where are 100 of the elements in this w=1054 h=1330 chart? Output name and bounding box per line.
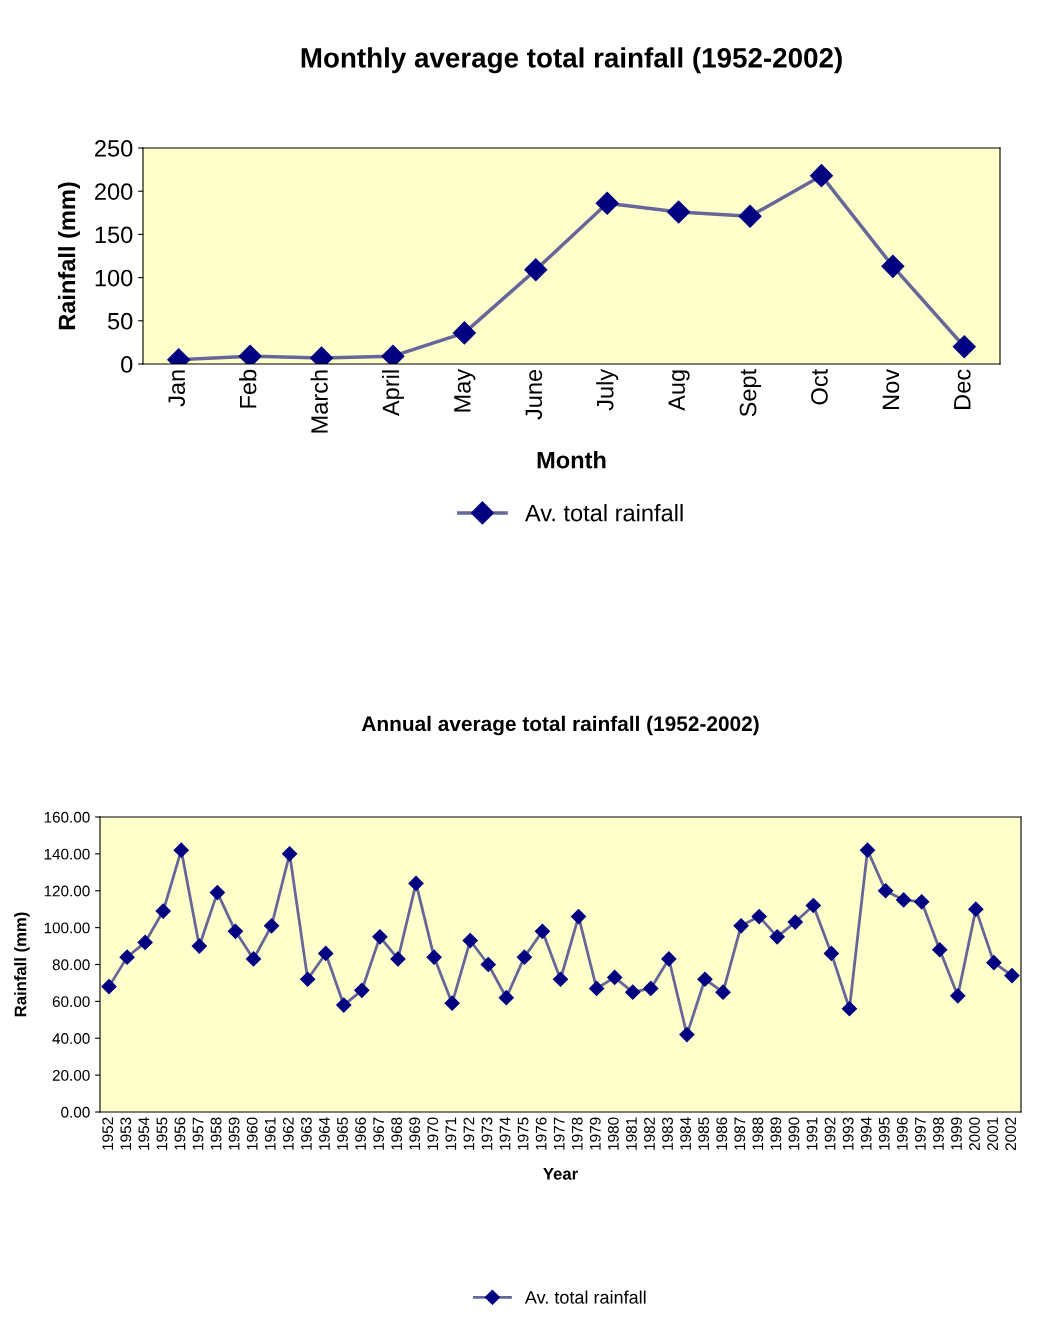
x-tick-label: Feb — [239, 369, 257, 408]
x-tick-label: Jan — [168, 370, 186, 407]
point — [336, 997, 352, 1013]
y-tick-label: 100 — [95, 269, 133, 287]
x-tick-label: March — [310, 370, 328, 433]
x-tick-label: 1968 — [391, 1117, 403, 1150]
x-tick-label: Aug — [668, 370, 690, 411]
x-tick-label: 1991 — [806, 1117, 818, 1150]
point — [877, 883, 894, 899]
point — [480, 956, 496, 973]
point — [589, 980, 605, 997]
point — [245, 951, 262, 967]
point — [1004, 967, 1020, 984]
y-tick-label: 50 — [107, 312, 133, 330]
point — [643, 980, 659, 997]
x-tick-label: Sept — [739, 369, 762, 417]
point — [263, 918, 280, 934]
y-tick-label: 20.00 — [52, 1069, 90, 1081]
point — [697, 971, 713, 987]
point — [715, 984, 731, 1000]
point — [570, 908, 587, 925]
point — [809, 164, 833, 188]
point — [932, 942, 948, 958]
x-tick-label: 1994 — [860, 1117, 872, 1150]
point — [137, 934, 153, 950]
y-tick-label: 80.00 — [52, 959, 90, 971]
point — [155, 903, 171, 919]
x-tick-label: 1992 — [824, 1117, 836, 1150]
point — [881, 254, 905, 278]
x-tick-label: Nov — [882, 368, 900, 409]
point — [986, 955, 1002, 971]
x-tick-label: 1974 — [499, 1117, 511, 1150]
point — [354, 982, 370, 998]
point — [173, 842, 189, 858]
point — [733, 918, 749, 934]
x-tick-label: Oct — [811, 369, 828, 405]
point — [318, 945, 334, 962]
chart-title: Monthly average total rainfall (1952-2002) — [301, 47, 842, 74]
y-tick-label: 100.00 — [44, 922, 90, 934]
x-tick-label: July — [596, 368, 619, 411]
x-tick-label: 1959 — [228, 1117, 240, 1150]
x-tick-label: 1963 — [300, 1117, 312, 1150]
x-tick-label: 1978 — [571, 1117, 583, 1150]
x-tick-label: 1964 — [319, 1117, 330, 1150]
x-tick-label: 1972 — [463, 1117, 475, 1150]
x-tick-label: 1971 — [445, 1117, 457, 1150]
x-tick-label: 1975 — [517, 1117, 529, 1150]
y-tick-label: 140.00 — [44, 848, 90, 860]
point — [914, 894, 930, 910]
x-tick-label: 1970 — [427, 1117, 439, 1150]
point — [552, 971, 569, 987]
x-tick-label: 1996 — [896, 1117, 908, 1150]
x-tick-label: 1997 — [914, 1117, 926, 1150]
x-tick-label: 1969 — [409, 1117, 421, 1150]
point — [462, 932, 478, 949]
legend-label: Av. total rainfall — [524, 1290, 646, 1304]
point — [452, 321, 476, 345]
point — [408, 875, 424, 891]
point — [805, 897, 821, 914]
x-tick-label: 1976 — [535, 1117, 547, 1150]
point — [209, 885, 225, 901]
point — [769, 929, 785, 945]
y-tick-label: 150 — [95, 226, 133, 244]
point — [859, 842, 876, 858]
point — [896, 892, 912, 908]
x-tick-label: 1955 — [156, 1117, 168, 1150]
y-tick-label: 0.00 — [61, 1106, 90, 1118]
x-tick-label: 1982 — [644, 1117, 655, 1150]
x-tick-label: 2002 — [1005, 1117, 1017, 1151]
x-tick-label: 1977 — [553, 1117, 565, 1150]
y-axis-title: Rainfall (mm) — [14, 912, 30, 1017]
point — [191, 938, 207, 954]
point — [595, 191, 619, 215]
x-tick-label: 1966 — [355, 1117, 366, 1150]
x-tick-label: 1995 — [878, 1117, 890, 1150]
x-tick-label: Dec — [954, 369, 971, 409]
point — [787, 914, 803, 930]
point — [282, 846, 298, 862]
x-tick-label: 1993 — [842, 1117, 854, 1150]
x-tick-label: 2001 — [987, 1117, 999, 1151]
x-tick-label: 1953 — [120, 1117, 132, 1150]
y-tick-label: 160.00 — [44, 811, 90, 823]
point — [968, 901, 984, 917]
point — [101, 979, 117, 995]
point — [950, 988, 966, 1004]
x-tick-label: 1990 — [788, 1117, 800, 1150]
point — [625, 984, 641, 1000]
x-tick-label: 1961 — [264, 1117, 276, 1150]
x-tick-label: 1952 — [102, 1117, 114, 1150]
point — [498, 990, 514, 1006]
y-tick-label: 200 — [95, 183, 133, 200]
y-axis-title: Rainfall (mm) — [57, 182, 80, 330]
x-tick-label: 1958 — [210, 1117, 222, 1150]
point — [372, 929, 388, 945]
point — [524, 258, 548, 282]
point — [534, 923, 551, 939]
x-tick-label: 1967 — [373, 1117, 385, 1150]
point — [390, 951, 406, 967]
x-axis-title: Year — [543, 1168, 578, 1180]
point — [751, 908, 767, 925]
